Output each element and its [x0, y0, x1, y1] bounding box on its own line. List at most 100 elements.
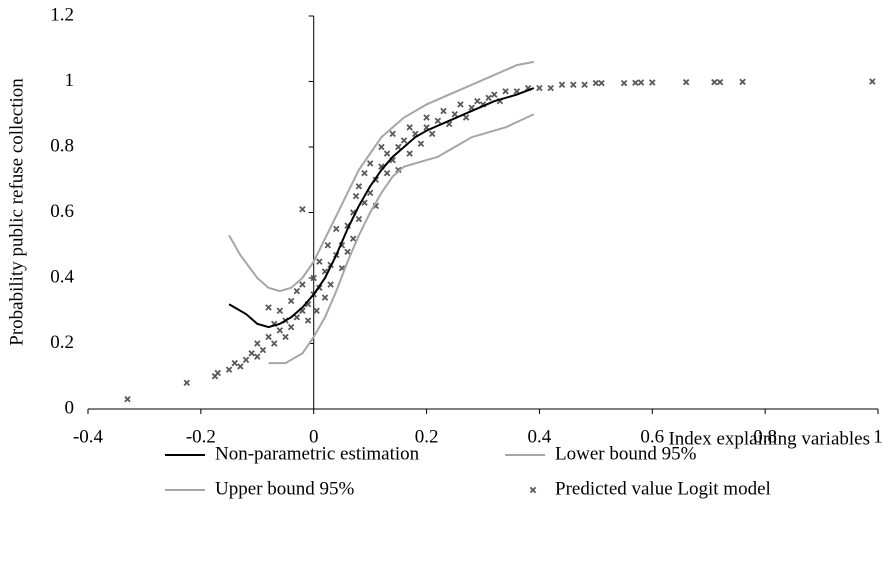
point: [395, 166, 402, 174]
point: [355, 215, 363, 223]
point: [183, 379, 190, 387]
point: [457, 101, 464, 108]
point: [124, 395, 131, 403]
x-tick-label: 0.4: [528, 426, 552, 447]
legend-label: Non-parametric estimation: [215, 443, 420, 464]
point: [423, 114, 430, 121]
point: [287, 323, 295, 331]
point: [242, 356, 250, 364]
point: [400, 137, 408, 144]
point: [254, 340, 261, 347]
point: [485, 94, 492, 102]
line: [268, 113, 535, 365]
y-tick-label: 0.4: [50, 266, 74, 287]
x-tick-label: -0.2: [186, 426, 216, 447]
point: [682, 78, 690, 86]
point: [649, 79, 656, 86]
point: [254, 353, 261, 360]
point: [276, 327, 284, 334]
point: [352, 192, 360, 200]
line: [228, 87, 535, 329]
x-axis-title: Index explaining variables: [668, 428, 870, 449]
point: [491, 91, 498, 98]
point: [287, 297, 295, 305]
y-tick-label: 1: [65, 70, 75, 91]
x-tick-label: 0.2: [415, 426, 439, 447]
point: [270, 340, 278, 347]
point: [581, 81, 588, 89]
point: [214, 369, 222, 377]
point: [558, 81, 566, 89]
point: [225, 366, 233, 373]
point: [389, 130, 396, 138]
y-tick-label: 1.2: [50, 4, 74, 25]
point: [637, 79, 645, 86]
point: [406, 150, 413, 157]
point: [536, 84, 543, 92]
point: [434, 117, 442, 125]
point: [474, 97, 481, 105]
point: [276, 307, 284, 314]
point: [333, 225, 340, 233]
point: [265, 304, 272, 311]
point: [598, 79, 605, 87]
point: [237, 363, 244, 370]
point: [406, 124, 413, 131]
point: [378, 143, 385, 151]
point: [316, 258, 323, 265]
point: [282, 333, 289, 341]
point: [344, 248, 351, 256]
point: [451, 111, 459, 118]
point: [462, 114, 470, 121]
point: [293, 287, 301, 295]
point: [310, 274, 317, 282]
point: [299, 205, 306, 213]
point: [592, 79, 600, 87]
point: [355, 183, 363, 190]
x-tick-label: 0.8: [753, 426, 777, 447]
point: [321, 294, 329, 301]
x-tick-label: 0.6: [640, 426, 664, 447]
point: [299, 281, 306, 288]
x-tick-label: -0.4: [73, 426, 104, 447]
point: [304, 317, 312, 324]
y-axis-title: Probability public refuse collection: [6, 78, 27, 346]
point: [293, 314, 301, 321]
point: [716, 78, 724, 86]
y-tick-label: 0.2: [50, 332, 74, 353]
point: [739, 78, 746, 86]
point: [383, 150, 391, 157]
point: [417, 140, 425, 147]
point: [632, 79, 639, 87]
legend-swatch: [529, 486, 537, 494]
point: [265, 333, 272, 341]
point: [440, 107, 447, 115]
point: [383, 169, 391, 177]
point: [327, 281, 334, 288]
point: [428, 130, 436, 138]
legend-label: Predicted value Logit model: [555, 478, 771, 499]
point: [259, 346, 267, 354]
point: [366, 160, 374, 167]
y-tick-label: 0: [65, 397, 75, 418]
point: [349, 235, 357, 242]
point: [547, 84, 554, 92]
point: [231, 359, 238, 367]
point: [869, 78, 876, 85]
point: [395, 143, 402, 151]
x-tick-label: 1: [873, 426, 883, 447]
point: [324, 242, 332, 249]
point: [313, 307, 320, 314]
point: [248, 350, 255, 357]
y-tick-label: 0.6: [50, 201, 74, 222]
point: [570, 81, 577, 89]
line: [228, 60, 534, 293]
legend-label: Upper bound 95%: [215, 478, 354, 499]
y-tick-label: 0.8: [50, 135, 74, 156]
point: [711, 78, 718, 86]
point: [620, 79, 628, 87]
x-tick-label: 0: [309, 426, 319, 447]
legend-label: Lower bound 95%: [555, 443, 697, 464]
point: [502, 88, 509, 95]
